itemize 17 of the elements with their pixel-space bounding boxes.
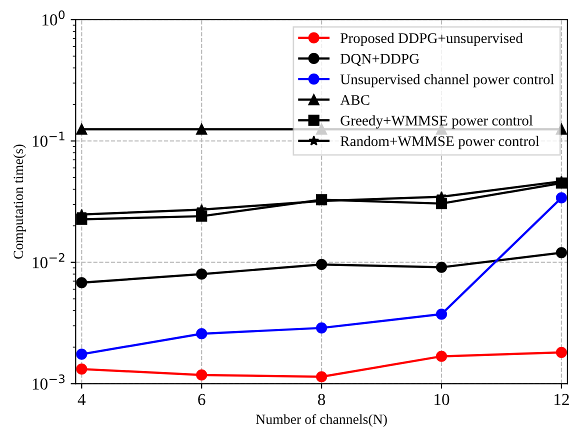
x-tick-label: 6 [198, 394, 206, 406]
legend-label: Proposed DDPG+unsupervised [340, 32, 523, 46]
x-tick-label: 4 [78, 394, 86, 405]
legend-label: Unsupervised channel power control [340, 74, 554, 88]
y-tick-label: 10$^{0}$ [42, 10, 65, 26]
x-axis-title: Number of channels(N) [256, 414, 387, 427]
y-tick-label: 10$^{−3}$ [32, 374, 65, 390]
y-tick-label: 10$^{−2}$ [32, 253, 64, 268]
x-tick-label: 12 [554, 394, 569, 405]
legend-label: DQN+DDPG [340, 54, 420, 66]
x-tick-label: 10 [434, 394, 450, 406]
x-tick-label: 8 [318, 394, 326, 406]
legend-label: Greedy+WMMSE power control [340, 115, 533, 129]
y-axis-title: Computation time(s) [13, 144, 26, 259]
legend-label: Random+WMMSE power control [340, 136, 540, 150]
y-tick-label: 10$^{−1}$ [32, 132, 64, 147]
legend-label: ABC [340, 95, 370, 105]
